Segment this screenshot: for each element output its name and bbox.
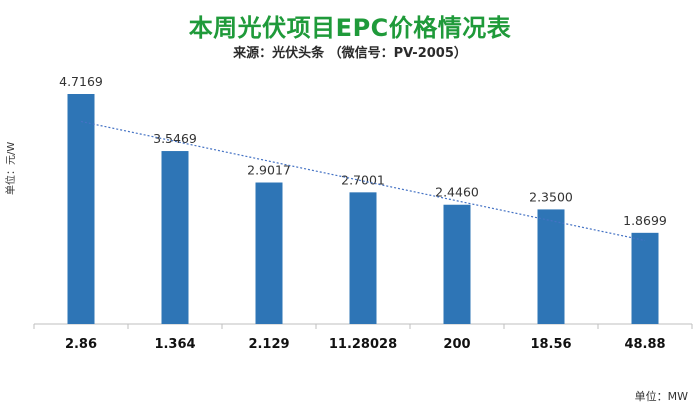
x-tick-label: 48.88	[624, 337, 665, 352]
data-label: 2.7001	[341, 172, 385, 187]
data-label: 2.3500	[529, 189, 573, 204]
data-label: 4.7169	[59, 74, 103, 89]
x-tick-label: 2.86	[65, 337, 97, 352]
bar	[255, 182, 283, 324]
x-tick-label: 2.129	[248, 337, 289, 352]
data-label: 2.4460	[435, 185, 479, 200]
chart-title: 本周光伏项目EPC价格情况表	[188, 14, 512, 42]
x-tick-label: 18.56	[530, 337, 571, 352]
bar	[161, 151, 189, 324]
bar	[631, 232, 659, 324]
x-tick-label: 200	[443, 337, 470, 352]
trend-line	[80, 120, 646, 242]
bar	[349, 192, 377, 324]
bar	[67, 94, 95, 324]
bar	[443, 204, 471, 324]
x-axis-unit-note: 单位：MW	[634, 390, 688, 403]
x-tick-label: 1.364	[154, 337, 195, 352]
data-label: 2.9017	[247, 163, 291, 178]
data-label: 1.8699	[623, 213, 667, 228]
x-tick-label: 11.28028	[329, 337, 397, 352]
data-label: 3.5469	[153, 131, 197, 146]
bar	[537, 209, 565, 324]
chart-subtitle: 来源：光伏头条 （微信号：PV-2005）	[233, 46, 467, 61]
